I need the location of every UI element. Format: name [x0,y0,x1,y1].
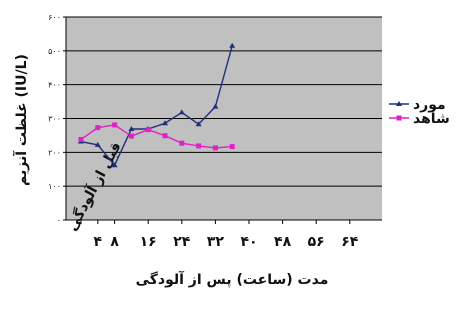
series-group [78,42,236,168]
data-point [78,136,84,142]
data-point [162,120,168,126]
series-line [80,45,233,167]
x-axis-label: مدت (ساعت) پس از آلودگی [136,270,329,288]
x-tick-label: ۱۶ [140,234,157,250]
legend-marker [396,101,402,106]
data-point [212,145,218,151]
x-tick-label: ۶۴ [341,234,359,250]
axes [65,17,382,221]
x-tick-label: ۳۲ [207,234,225,250]
x-tick-label: ۸ [110,234,119,250]
y-axis-label: غلظت آنزیم (IU/L) [12,54,30,186]
x-tick-label: ۵۶ [308,234,325,250]
data-point [128,125,135,131]
y-tick-label: ۶۰۰ [48,13,61,22]
x-tick-label: ۴۰ [240,234,257,250]
data-point [212,103,219,109]
legend-marker [396,115,402,121]
y-tick-label: ۳۰۰ [48,115,61,124]
series-1 [78,42,236,168]
y-tick-label: ۲۰۰ [48,148,61,157]
series-2 [78,122,235,151]
data-point [145,127,151,133]
data-point [95,125,101,131]
data-point [128,133,134,139]
y-tick-label: ۵۰۰ [48,47,61,56]
x-tick-label: ۴ [94,234,103,250]
legend-label: شاهد [413,111,450,127]
data-point [196,143,202,149]
y-tick-labels: ۰ ۱۰۰ ۲۰۰ ۳۰۰ ۴۰۰ ۵۰۰ ۶۰۰ [48,13,61,225]
y-tick-label: ۰ [57,216,61,225]
legend-label: مورد [413,97,446,113]
data-point [178,109,185,115]
data-point [229,42,236,48]
data-point [179,140,185,146]
series-line [80,124,233,149]
grid-lines [63,16,382,221]
data-point [94,141,101,147]
y-tick-label: ۴۰۰ [48,81,61,90]
data-point [112,122,118,128]
data-point [111,162,118,168]
data-point [162,133,168,139]
x-tick-label: ۲۴ [173,234,191,250]
data-point [195,121,202,127]
data-point [229,144,235,150]
x-tick-label: ۴۸ [274,234,292,250]
y-tick-label: ۱۰۰ [48,182,61,191]
